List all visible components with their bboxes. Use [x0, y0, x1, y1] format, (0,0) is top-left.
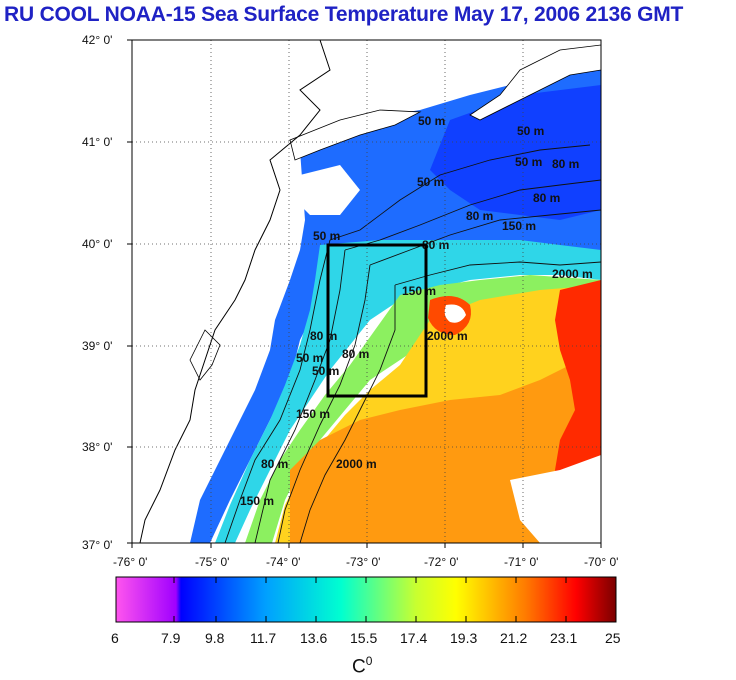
lon-tick-label: -71° 0' [504, 555, 538, 569]
contour-label: 50 m [296, 351, 323, 365]
contour-label: 50 m [418, 114, 445, 128]
land-mass [132, 40, 330, 543]
lon-tick-label: -73° 0' [346, 555, 380, 569]
latitude-ticks [127, 39, 132, 544]
sst-field [132, 40, 601, 543]
contour-80m [254, 179, 601, 543]
colorbar-tick-label: 19.3 [450, 630, 477, 646]
colorbar-ticks [115, 577, 617, 622]
contour-label: 80 m [533, 191, 560, 205]
colorbar-tick-label: 15.5 [350, 630, 377, 646]
contour-label: 150 m [296, 407, 330, 421]
colorbar-tick-label: 7.9 [161, 630, 181, 646]
unit-superscript: 0 [365, 654, 373, 668]
lat-tick-label: 42° 0' [82, 33, 112, 47]
sst-deep-cold-region [430, 85, 601, 220]
colorbar-unit-label: C0 [352, 654, 372, 678]
contour-label: 50 m [313, 229, 340, 243]
contour-50m [224, 144, 591, 543]
lon-tick-label: -75° 0' [195, 555, 229, 569]
contour-label: 80 m [310, 329, 337, 343]
cape-cod [469, 44, 601, 121]
lon-tick-label: -70° 0' [584, 555, 618, 569]
contour-label: 80 m [342, 347, 369, 361]
contour-label: 2000 m [427, 329, 468, 343]
colorbar-tick-label: 11.7 [250, 630, 276, 646]
lat-tick-label: 41° 0' [82, 135, 112, 149]
coastline [139, 40, 331, 543]
contour-2000m [299, 261, 601, 543]
colorbar-tick-label: 21.2 [500, 630, 527, 646]
colorbar-tick-label: 6 [111, 630, 119, 646]
contour-label: 80 m [422, 238, 449, 252]
cloud-patch [510, 455, 601, 543]
colorbar-tick-label: 17.4 [400, 630, 427, 646]
unit-text: C [352, 656, 366, 678]
colorbar [115, 576, 617, 623]
lat-tick-label: 40° 0' [82, 237, 112, 251]
contour-label: 150 m [402, 284, 436, 298]
lat-tick-label: 38° 0' [82, 440, 112, 454]
contour-label: 2000 m [552, 267, 593, 281]
contour-label: 150 m [502, 219, 536, 233]
contour-label: 80 m [261, 457, 288, 471]
colorbar-tick-label: 23.1 [550, 630, 577, 646]
lon-tick-label: -74° 0' [266, 555, 300, 569]
longitude-ticks [131, 543, 602, 548]
sst-green-band [245, 275, 601, 543]
lon-tick-label: -76° 0' [113, 555, 147, 569]
colorbar-tick-label: 9.8 [205, 630, 225, 646]
lon-tick-label: -72° 0' [424, 555, 458, 569]
sst-cyan-band [215, 240, 601, 543]
contour-label: 80 m [552, 157, 579, 171]
delaware-bay [189, 329, 221, 381]
contour-150m [277, 209, 601, 543]
sst-eddy-core [444, 304, 466, 323]
study-area-box [326, 243, 428, 398]
long-island [289, 109, 422, 161]
colorbar-tick-label: 25 [605, 630, 621, 646]
contour-label: 50 m [417, 175, 444, 189]
contour-label: 50 m [312, 364, 339, 378]
bathymetry-contours [224, 144, 601, 543]
lat-tick-label: 39° 0' [82, 339, 112, 353]
colorbar-tick-label: 13.6 [300, 630, 327, 646]
contour-label: 150 m [240, 494, 274, 508]
contour-label: 50 m [517, 124, 544, 138]
lat-tick-label: 37° 0' [82, 538, 112, 552]
contour-label: 80 m [466, 209, 493, 223]
cloud-patch-2 [295, 165, 360, 215]
contour-label: 2000 m [336, 457, 377, 471]
map-title: RU COOL NOAA-15 Sea Surface Temperature … [4, 3, 684, 26]
contour-label: 50 m [515, 155, 542, 169]
